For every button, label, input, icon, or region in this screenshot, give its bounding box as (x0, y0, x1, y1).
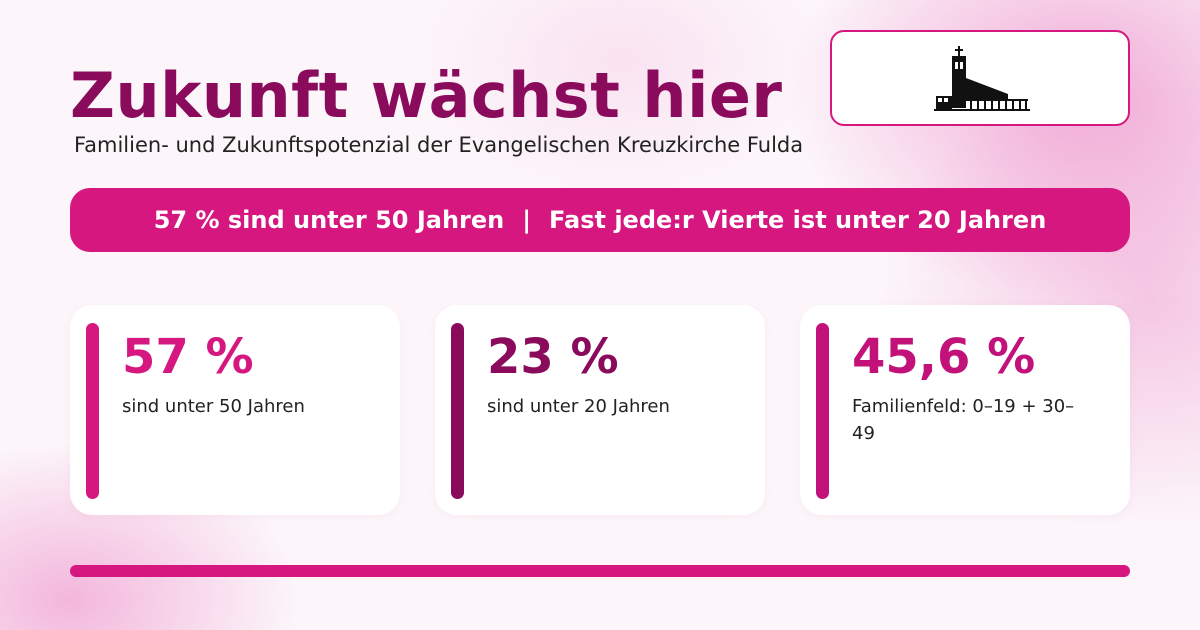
page-title: Zukunft wächst hier (70, 59, 783, 132)
stat-card-under-50: 57 % sind unter 50 Jahren (70, 305, 400, 515)
stat-value: 45,6 % (852, 329, 1036, 385)
footer-divider (70, 565, 1130, 577)
stat-value: 57 % (122, 329, 254, 385)
card-accent-bar (816, 323, 829, 499)
page-subtitle: Familien- und Zukunftspotenzial der Evan… (74, 133, 804, 157)
banner-right-text: Fast jede:r Vierte ist unter 20 Jahren (549, 206, 1047, 234)
card-accent-bar (451, 323, 464, 499)
stat-value: 23 % (487, 329, 619, 385)
stat-card-under-20: 23 % sind unter 20 Jahren (435, 305, 765, 515)
logo-box (830, 30, 1130, 126)
stat-label: Familienfeld: 0–19 + 30–49 (852, 396, 1075, 444)
banner-left-text: 57 % sind unter 50 Jahren (153, 206, 505, 234)
stat-label: sind unter 20 Jahren (487, 396, 670, 417)
key-facts-banner: 57 % sind unter 50 Jahren | Fast jede:r … (70, 188, 1130, 252)
church-icon (934, 46, 1030, 111)
card-accent-bar (86, 323, 99, 499)
stat-label: sind unter 50 Jahren (122, 396, 305, 417)
stat-card-family-field: 45,6 % Familienfeld: 0–19 + 30–49 (800, 305, 1130, 515)
banner-separator: | (522, 206, 532, 234)
